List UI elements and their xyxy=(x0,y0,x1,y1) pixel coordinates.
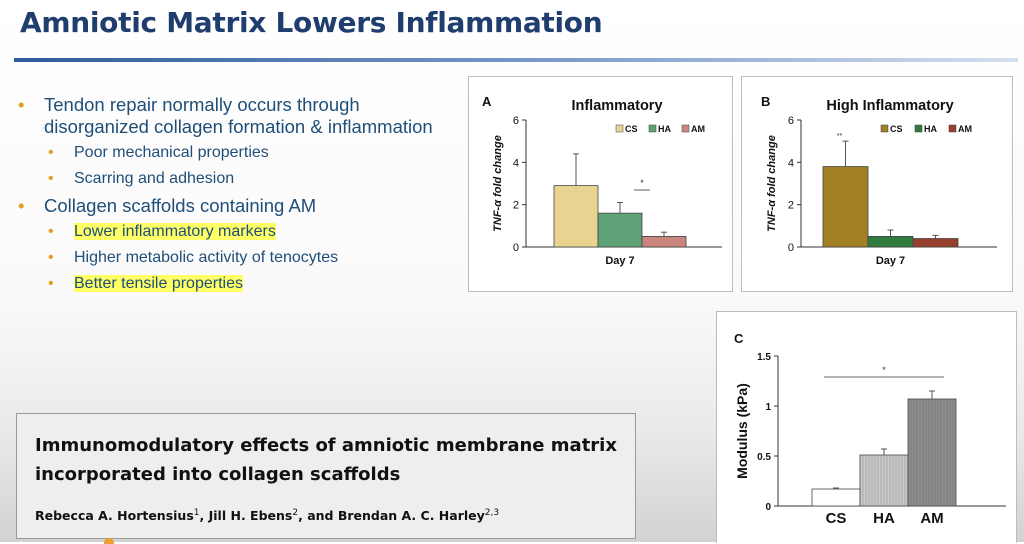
legend-label: CS xyxy=(890,124,903,134)
y-tick-label: 0.5 xyxy=(757,452,771,463)
reference-box: Immunomodulatory effects of amniotic mem… xyxy=(16,413,636,539)
author-affiliation: 2 xyxy=(292,508,299,518)
author-affiliation: 2,3 xyxy=(484,508,500,518)
legend-label: HA xyxy=(924,124,937,134)
bar-am xyxy=(641,236,687,248)
bullet-marker: • xyxy=(18,195,25,216)
panel-label: A xyxy=(482,94,492,109)
bar-cs xyxy=(822,166,869,248)
x-category-label: AM xyxy=(920,510,943,527)
y-tick-label: 4 xyxy=(513,157,519,169)
x-axis-label: Day 7 xyxy=(876,255,905,267)
chart-panel-b: B High Inflammatory 0 2 4 6 TNF-α fold change *… xyxy=(741,76,1013,292)
bullet-item: • Collagen scaffolds containing AM xyxy=(18,195,438,217)
sub-bullet-item: • Higher metabolic activity of tenocytes xyxy=(18,248,438,268)
cursor-mark xyxy=(104,538,114,544)
author-name: Rebecca A. Hortensius xyxy=(35,508,194,524)
author-separator: , and xyxy=(298,508,338,524)
x-category-label: CS xyxy=(826,510,847,527)
sub-bullet-item: • Better tensile properties xyxy=(18,274,438,294)
slide-title: Amniotic Matrix Lowers Inflammation xyxy=(20,6,603,39)
author-separator: , xyxy=(199,508,209,524)
bar-ha xyxy=(597,212,643,248)
bullet-list: • Tendon repair normally occurs through d… xyxy=(18,94,438,300)
panel-label: C xyxy=(734,331,744,346)
chart-panel-c: C 0 0.5 1 1.5 Modulus (kPa) CS HA AM * xyxy=(716,311,1017,543)
bullet-text: Poor mechanical properties xyxy=(74,144,269,161)
x-category-label: HA xyxy=(873,510,895,527)
bar-cs xyxy=(811,488,861,507)
sub-bullet-item: • Scarring and adhesion xyxy=(18,169,438,189)
legend-swatch-cs xyxy=(615,124,624,133)
y-tick-label: 6 xyxy=(513,115,519,127)
bullet-marker: • xyxy=(48,170,54,187)
bullet-text: Tendon repair normally occurs through di… xyxy=(44,94,433,137)
y-tick-label: 0 xyxy=(513,242,519,254)
legend-label: AM xyxy=(958,124,972,134)
y-tick-label: 6 xyxy=(788,115,794,127)
chart-title: High Inflammatory xyxy=(826,98,953,114)
bullet-item: • Tendon repair normally occurs through d… xyxy=(18,94,438,138)
x-axis-label: Day 7 xyxy=(605,255,634,267)
author-name: Jill H. Ebens xyxy=(208,508,293,524)
author-name: Brendan A. C. Harley xyxy=(337,508,485,524)
legend-label: AM xyxy=(691,124,705,134)
bullet-text: Lower inflammatory markers xyxy=(74,223,276,240)
legend-swatch-am xyxy=(681,124,690,133)
legend-label: HA xyxy=(658,124,671,134)
legend-swatch-cs xyxy=(880,124,889,133)
y-axis-label: TNF-α fold change xyxy=(492,135,504,232)
bar-cs xyxy=(553,185,599,248)
legend-swatch-ha xyxy=(914,124,923,133)
chart-b-svg: B High Inflammatory 0 2 4 6 TNF-α fold change *… xyxy=(761,94,997,267)
y-tick-label: 0 xyxy=(765,502,771,513)
bullet-marker: • xyxy=(48,223,54,240)
y-tick-label: 2 xyxy=(788,200,794,212)
y-axis-label: Modulus (kPa) xyxy=(734,383,750,479)
bar-am xyxy=(912,238,959,248)
bullet-marker: • xyxy=(48,249,54,266)
significance-label: * xyxy=(640,178,644,188)
title-divider xyxy=(14,58,1018,62)
bar-ha xyxy=(867,236,914,248)
bullet-marker: • xyxy=(48,275,54,292)
y-tick-label: 1.5 xyxy=(757,352,771,363)
sub-bullet-item: • Lower inflammatory markers xyxy=(18,222,438,242)
y-tick-label: 1 xyxy=(765,402,771,413)
bullet-text: Better tensile properties xyxy=(74,275,243,292)
chart-title: Inflammatory xyxy=(571,98,662,114)
bullet-marker: • xyxy=(48,144,54,161)
legend-swatch-ha xyxy=(648,124,657,133)
bullet-marker: • xyxy=(18,94,25,115)
bullet-text: Higher metabolic activity of tenocytes xyxy=(74,249,339,266)
legend-label: CS xyxy=(625,124,638,134)
author-affiliation: 1 xyxy=(193,508,200,518)
significance-label: ** xyxy=(837,133,843,140)
y-tick-label: 0 xyxy=(788,242,794,254)
chart-a-svg: A Inflammatory 0 2 4 6 TNF-α fold change * Day 7… xyxy=(482,94,722,267)
significance-label: * xyxy=(882,365,886,375)
chart-panel-a: A Inflammatory 0 2 4 6 TNF-α fold change * Day 7… xyxy=(468,76,733,292)
sub-bullet-item: • Poor mechanical properties xyxy=(18,143,438,163)
legend-swatch-am xyxy=(948,124,957,133)
reference-authors: Rebecca A. Hortensius1, Jill H. Ebens2, … xyxy=(35,508,499,523)
y-axis-label: TNF-α fold change xyxy=(766,135,778,232)
bullet-text: Collagen scaffolds containing AM xyxy=(44,195,317,216)
reference-title: Immunomodulatory effects of amniotic mem… xyxy=(35,435,617,485)
panel-label: B xyxy=(761,94,770,109)
bullet-text: Scarring and adhesion xyxy=(74,170,235,187)
y-tick-label: 2 xyxy=(513,200,519,212)
y-tick-label: 4 xyxy=(788,157,794,169)
chart-c-svg: C 0 0.5 1 1.5 Modulus (kPa) CS HA AM * xyxy=(734,331,1006,527)
